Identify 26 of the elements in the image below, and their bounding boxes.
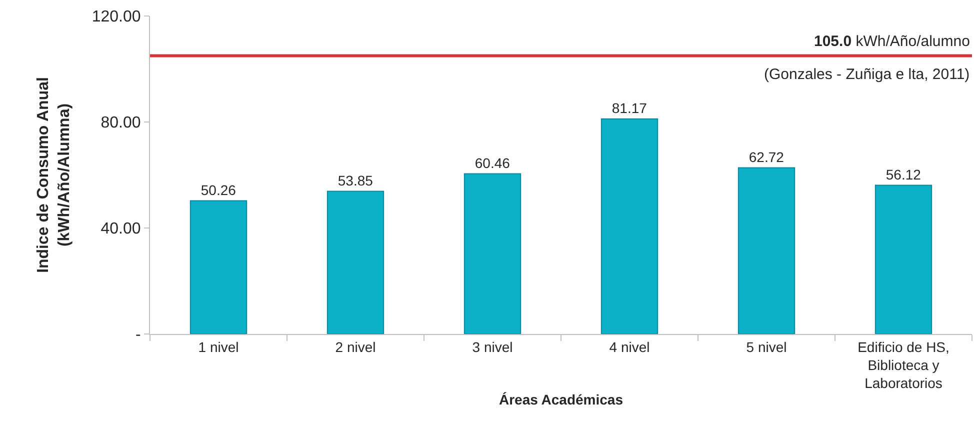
x-tick-label: 5 nivel: [746, 338, 787, 355]
data-label: 60.46: [474, 154, 510, 171]
y-tick-label: 120.00: [92, 8, 141, 26]
annotation: (Gonzales - Zuñiga e lta, 2011): [764, 66, 970, 83]
x-tick-label: 4 nivel: [609, 338, 650, 355]
x-axis-title: Áreas Académicas: [498, 392, 624, 408]
y-tick-label: 80.00: [100, 114, 141, 132]
data-label: 53.85: [338, 172, 374, 188]
bar: [464, 173, 522, 334]
bar: [874, 184, 932, 334]
data-label: 62.72: [748, 148, 784, 165]
y-tick-label: -: [135, 326, 141, 344]
y-tick-label: 40.00: [100, 220, 141, 238]
ref-line-label: 105.0 kWh/Año/alumno: [814, 33, 970, 50]
bar: [190, 200, 248, 334]
bar: [738, 167, 796, 334]
x-tick-label: 3 nivel: [472, 338, 513, 355]
data-label: 56.12: [886, 166, 922, 182]
bar: [326, 190, 384, 334]
data-label: 81.17: [612, 100, 648, 116]
x-tick-label: 2 nivel: [335, 338, 376, 355]
x-tick-label: Edificio de HS, Biblioteca y Laboratorios: [858, 338, 950, 392]
data-label: 50.26: [200, 182, 236, 198]
bar: [600, 118, 658, 334]
y-axis-title: Indice de Consumo Anual (kWh/Año/Alumna): [34, 77, 73, 273]
x-tick-label: 1 nivel: [198, 338, 239, 355]
